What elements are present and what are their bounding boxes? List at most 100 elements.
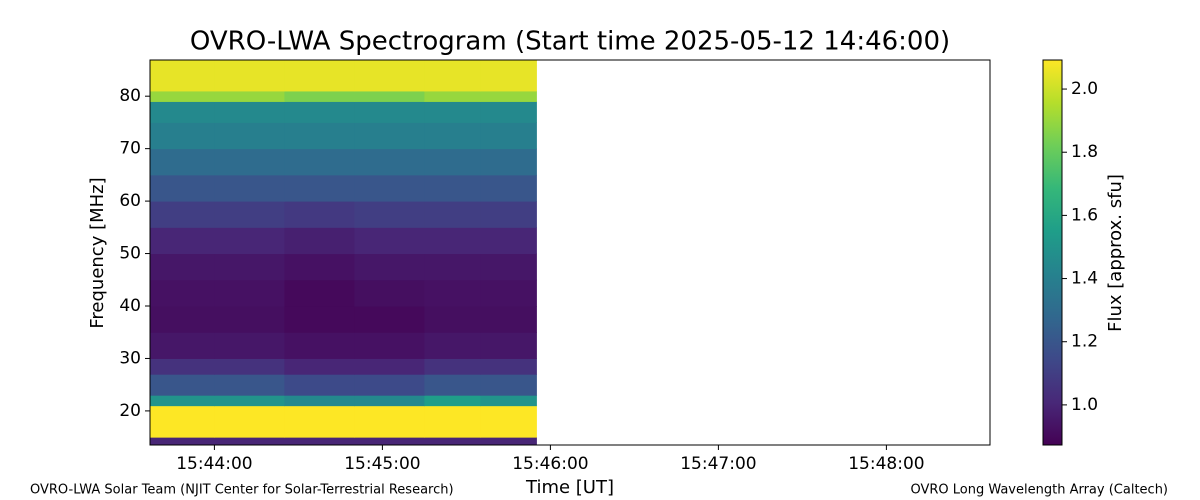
colorbar bbox=[1042, 59, 1063, 446]
heatmap-cell bbox=[150, 148, 215, 176]
heatmap-cell bbox=[214, 332, 285, 359]
y-tick-label: 50 bbox=[119, 244, 141, 264]
heatmap-cell bbox=[214, 101, 285, 123]
heatmap-cell bbox=[284, 201, 355, 228]
heatmap-cell bbox=[354, 60, 425, 92]
heatmap-cell bbox=[480, 201, 537, 228]
x-tick-label: 15:46:00 bbox=[512, 454, 588, 474]
heatmap-cell bbox=[354, 90, 425, 102]
heatmap-cell bbox=[214, 437, 285, 446]
x-tick-label: 15:48:00 bbox=[848, 454, 924, 474]
heatmap-cell bbox=[150, 174, 215, 202]
heatmap-cell bbox=[354, 306, 425, 333]
heatmap-cell bbox=[480, 253, 537, 281]
heatmap-cell bbox=[354, 358, 425, 375]
heatmap-cell bbox=[424, 437, 481, 446]
heatmap-cell bbox=[354, 148, 425, 176]
heatmap-cell bbox=[424, 60, 481, 92]
y-tick-label: 40 bbox=[119, 296, 141, 316]
colorbar-label: Flux [approx. sfu] bbox=[1105, 174, 1126, 332]
heatmap-cell bbox=[424, 395, 481, 407]
heatmap-cell bbox=[354, 122, 425, 150]
heatmap-cell bbox=[480, 122, 537, 150]
heatmap-cell bbox=[284, 148, 355, 176]
colorbar-tick-label: 1.8 bbox=[1071, 142, 1098, 162]
heatmap-cell bbox=[150, 201, 215, 228]
heatmap-cell bbox=[284, 374, 355, 396]
colorbar-tick-label: 1.4 bbox=[1071, 269, 1098, 289]
heatmap-cell bbox=[424, 358, 481, 375]
heatmap-cell bbox=[214, 227, 285, 255]
heatmap-cell bbox=[480, 227, 537, 255]
chart-title: OVRO-LWA Spectrogram (Start time 2025-05… bbox=[190, 27, 950, 57]
heatmap-cell bbox=[480, 395, 537, 407]
heatmap-cell bbox=[424, 279, 481, 307]
colorbar-tick-label: 2.0 bbox=[1071, 79, 1098, 99]
heatmap-cell bbox=[424, 374, 481, 396]
heatmap-cell bbox=[284, 405, 355, 438]
x-axis-label: Time [UT] bbox=[525, 477, 614, 498]
heatmap-cell bbox=[150, 395, 215, 407]
heatmap-cell bbox=[284, 437, 355, 446]
colorbar-tick-label: 1.6 bbox=[1071, 205, 1098, 225]
y-tick-label: 30 bbox=[119, 348, 141, 368]
heatmap-cell bbox=[480, 358, 537, 375]
heatmap-cell bbox=[480, 90, 537, 102]
plot-frame bbox=[149, 59, 991, 446]
heatmap-cell bbox=[424, 122, 481, 150]
heatmap-cell bbox=[284, 253, 355, 281]
heatmap-cell bbox=[284, 306, 355, 333]
heatmap-cell bbox=[214, 148, 285, 176]
heatmap-cell bbox=[150, 358, 215, 375]
heatmap-cell bbox=[424, 90, 481, 102]
heatmap-cell bbox=[214, 405, 285, 438]
heatmap-cell bbox=[284, 60, 355, 92]
footer-right: OVRO Long Wavelength Array (Caltech) bbox=[910, 483, 1168, 498]
heatmap-cell bbox=[354, 101, 425, 123]
heatmap-cell bbox=[214, 358, 285, 375]
heatmap-cell bbox=[480, 306, 537, 333]
heatmap-cell bbox=[284, 332, 355, 359]
footer-left: OVRO-LWA Solar Team (NJIT Center for Sol… bbox=[30, 483, 454, 498]
y-axis-label: Frequency [MHz] bbox=[87, 177, 108, 328]
heatmap-cell bbox=[424, 253, 481, 281]
heatmap-cell bbox=[150, 306, 215, 333]
heatmap-cell bbox=[150, 227, 215, 255]
colorbar-tick-label: 1.0 bbox=[1071, 395, 1098, 415]
heatmap-cell bbox=[284, 279, 355, 307]
heatmap-cell bbox=[480, 174, 537, 202]
heatmap-cell bbox=[214, 253, 285, 281]
heatmap-cell bbox=[354, 201, 425, 228]
heatmap-cell bbox=[284, 358, 355, 375]
heatmap-cell bbox=[214, 306, 285, 333]
heatmap-cell bbox=[284, 101, 355, 123]
heatmap-cell bbox=[214, 279, 285, 307]
heatmap-cell bbox=[480, 332, 537, 359]
x-tick-label: 15:45:00 bbox=[344, 454, 420, 474]
x-tick-label: 15:47:00 bbox=[680, 454, 756, 474]
heatmap-cell bbox=[150, 279, 215, 307]
heatmap-cell bbox=[354, 437, 425, 446]
colorbar-tick-label: 1.2 bbox=[1071, 332, 1098, 352]
heatmap-cell bbox=[150, 405, 215, 438]
heatmap-cell bbox=[354, 279, 425, 307]
heatmap-cell bbox=[214, 122, 285, 150]
heatmap-cell bbox=[284, 122, 355, 150]
heatmap-cell bbox=[150, 122, 215, 150]
heatmap-cell bbox=[150, 101, 215, 123]
heatmap-cell bbox=[424, 227, 481, 255]
heatmap-cell bbox=[214, 395, 285, 407]
heatmap-cell bbox=[480, 60, 537, 92]
heatmap-cell bbox=[214, 90, 285, 102]
heatmap-cell bbox=[284, 174, 355, 202]
heatmap-cell bbox=[284, 90, 355, 102]
heatmap-cell bbox=[480, 374, 537, 396]
y-tick-label: 20 bbox=[119, 401, 141, 421]
heatmap-cell bbox=[214, 374, 285, 396]
heatmap-cell bbox=[424, 101, 481, 123]
heatmap-cell bbox=[480, 437, 537, 446]
heatmap-cell bbox=[150, 60, 215, 92]
heatmap-cell bbox=[424, 201, 481, 228]
heatmap-cell bbox=[354, 374, 425, 396]
